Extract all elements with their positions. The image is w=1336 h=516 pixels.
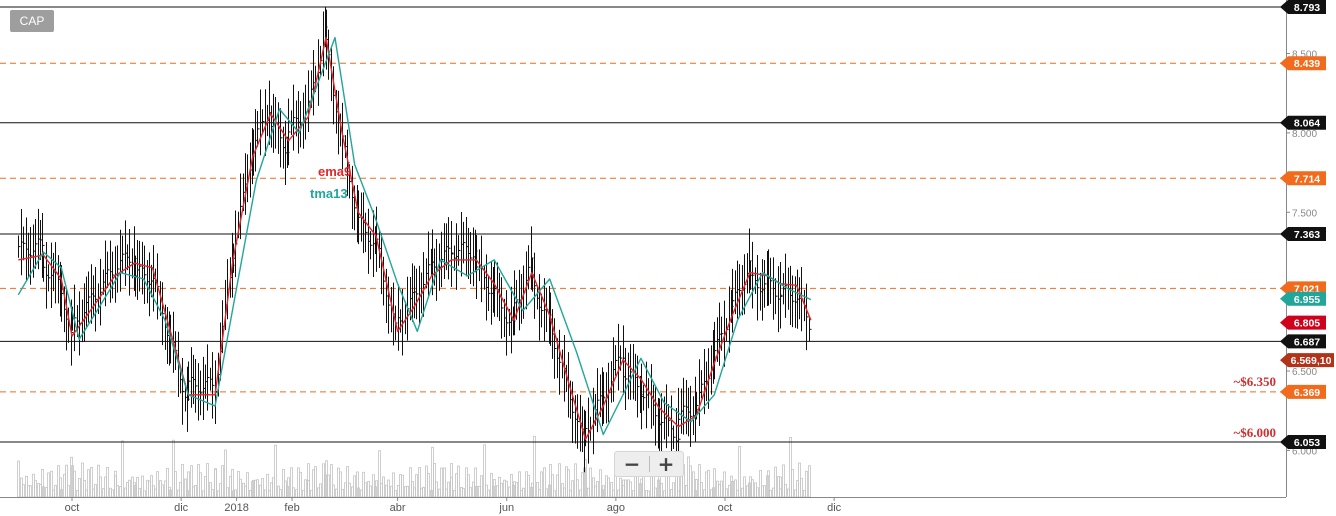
price-tags: 8.7938.4398.0647.7147.3637.0216.6876.369… <box>1280 0 1334 449</box>
price-tag <box>1280 435 1326 449</box>
y-tick-label: 6.000 <box>1292 446 1317 457</box>
zoom-control: − + <box>614 451 684 477</box>
y-tick-label: 8.500 <box>1292 50 1317 61</box>
price-tag <box>1280 291 1326 306</box>
price-tag-label: 8.064 <box>1294 118 1320 130</box>
tma13-line <box>17 36 812 436</box>
symbol-badge[interactable]: CAP <box>10 10 54 32</box>
price-tag <box>1280 171 1326 186</box>
price-tag-label: 6.687 <box>1294 336 1320 348</box>
zoom-out-button[interactable]: − <box>623 452 641 476</box>
price-tag <box>1280 0 1326 14</box>
indicator-lines: ema9 tma13 <box>17 36 812 440</box>
plot-area <box>0 0 1286 497</box>
zoom-divider <box>649 456 650 472</box>
x-tick-label: dic <box>174 502 189 514</box>
price-tag-label: 6.805 <box>1294 318 1320 330</box>
price-tag-label: 6.369 <box>1294 387 1320 399</box>
y-tick-label: 6.500 <box>1292 367 1317 378</box>
price-tag <box>1280 334 1326 349</box>
annotations: ~$6.350 ~$6.000 <box>1233 374 1276 440</box>
price-tag <box>1280 353 1334 368</box>
x-tick-label: abr <box>390 502 406 514</box>
price-tag-label: 8.793 <box>1294 2 1320 14</box>
x-tick-label: feb <box>284 502 299 514</box>
x-tick-label: dic <box>827 502 842 514</box>
x-tick-label: oct <box>65 502 80 514</box>
price-tag <box>1280 384 1326 399</box>
x-tick-label: ago <box>607 502 625 514</box>
price-tag-label: 6.053 <box>1294 437 1320 449</box>
x-tick-label: oct <box>718 502 733 514</box>
price-tag-label: 8.439 <box>1294 58 1320 70</box>
series-label: ema9 <box>318 164 351 179</box>
x-tick-label: 2018 <box>224 502 248 514</box>
price-tag-label: 6.955 <box>1294 294 1320 306</box>
target-annotation: ~$6.000 <box>1233 425 1276 440</box>
price-tag-label: 7.363 <box>1294 229 1320 241</box>
price-tag <box>1280 56 1326 71</box>
price-tag <box>1280 227 1326 242</box>
zoom-in-button[interactable]: + <box>657 452 675 476</box>
x-tick-label: jun <box>498 502 514 514</box>
price-tag <box>1280 315 1326 330</box>
price-tag-label: 6.569,10 <box>1291 355 1332 367</box>
price-tag <box>1280 115 1326 130</box>
ema9-line <box>18 36 812 440</box>
y-tick-label: 8.000 <box>1292 129 1317 140</box>
series-label: tma13 <box>310 186 348 201</box>
price-tag-label: 7.714 <box>1294 173 1320 185</box>
y-tick-label: 7.500 <box>1292 208 1317 219</box>
target-annotation: ~$6.350 <box>1233 374 1276 389</box>
